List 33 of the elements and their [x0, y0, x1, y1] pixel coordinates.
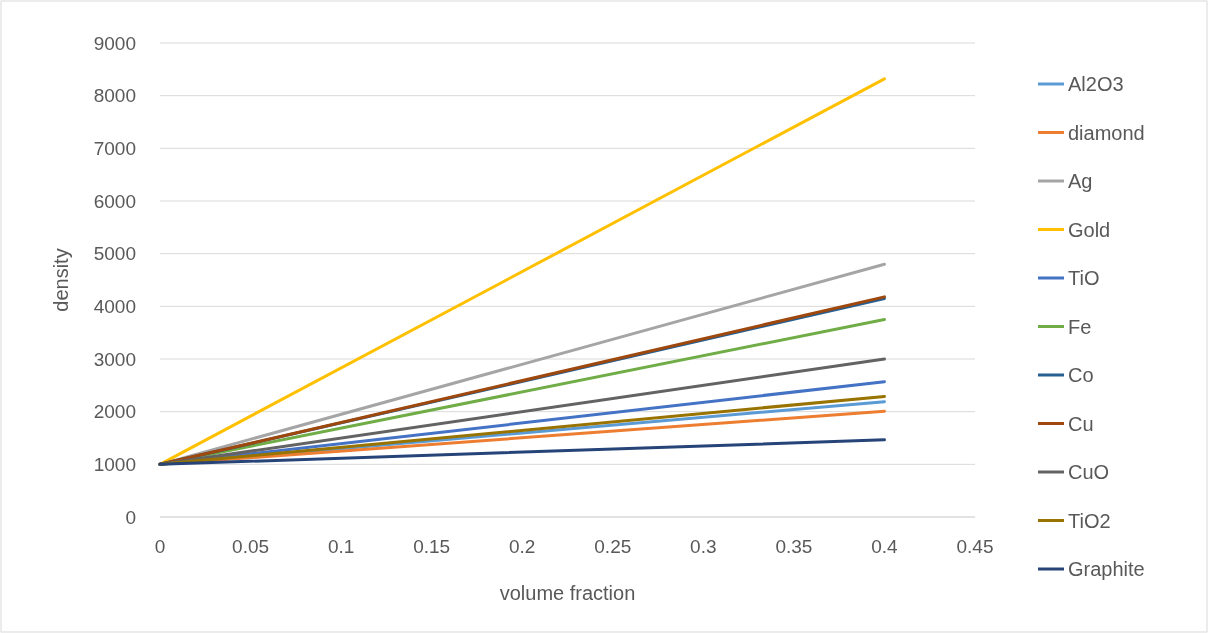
legend-label: Al2O3: [1068, 73, 1124, 95]
x-tick-label: 0: [154, 536, 166, 557]
legend-label: diamond: [1068, 121, 1145, 144]
y-tick-label: 3000: [93, 348, 136, 370]
x-tick-label: 0.1: [327, 536, 355, 557]
y-tick-label: 8000: [93, 85, 136, 107]
legend-label: Co: [1068, 364, 1094, 386]
y-tick-label: 9000: [93, 32, 136, 54]
x-tick-label: 0.05: [232, 536, 270, 557]
x-tick-label: 0.45: [956, 536, 994, 557]
legend-label: TiO: [1068, 267, 1100, 289]
legend-label: Gold: [1068, 218, 1111, 241]
legend-label: CuO: [1068, 461, 1110, 483]
x-axis-title: volume fraction: [499, 582, 636, 604]
y-tick-label: 2000: [93, 401, 136, 423]
x-tick-label: 0.4: [871, 536, 899, 557]
y-tick-label: 7000: [93, 137, 136, 159]
x-tick-label: 0.15: [413, 536, 451, 557]
y-tick-label: 6000: [93, 190, 136, 212]
legend-label: Graphite: [1068, 558, 1145, 580]
legend-label: Fe: [1068, 315, 1092, 338]
y-tick-label: 4000: [93, 295, 136, 317]
legend-label: Ag: [1068, 170, 1093, 192]
y-tick-label: 1000: [93, 453, 136, 475]
legend-label: Cu: [1068, 412, 1094, 435]
y-tick-label: 5000: [93, 243, 136, 265]
x-tick-label: 0.35: [775, 536, 813, 557]
legend-label: TiO2: [1068, 509, 1111, 532]
y-tick-label: 0: [125, 506, 136, 528]
y-axis-title: density: [50, 248, 72, 312]
x-tick-label: 0.3: [690, 536, 717, 557]
x-tick-label: 0.25: [594, 536, 632, 557]
x-tick-label: 0.2: [509, 536, 536, 557]
